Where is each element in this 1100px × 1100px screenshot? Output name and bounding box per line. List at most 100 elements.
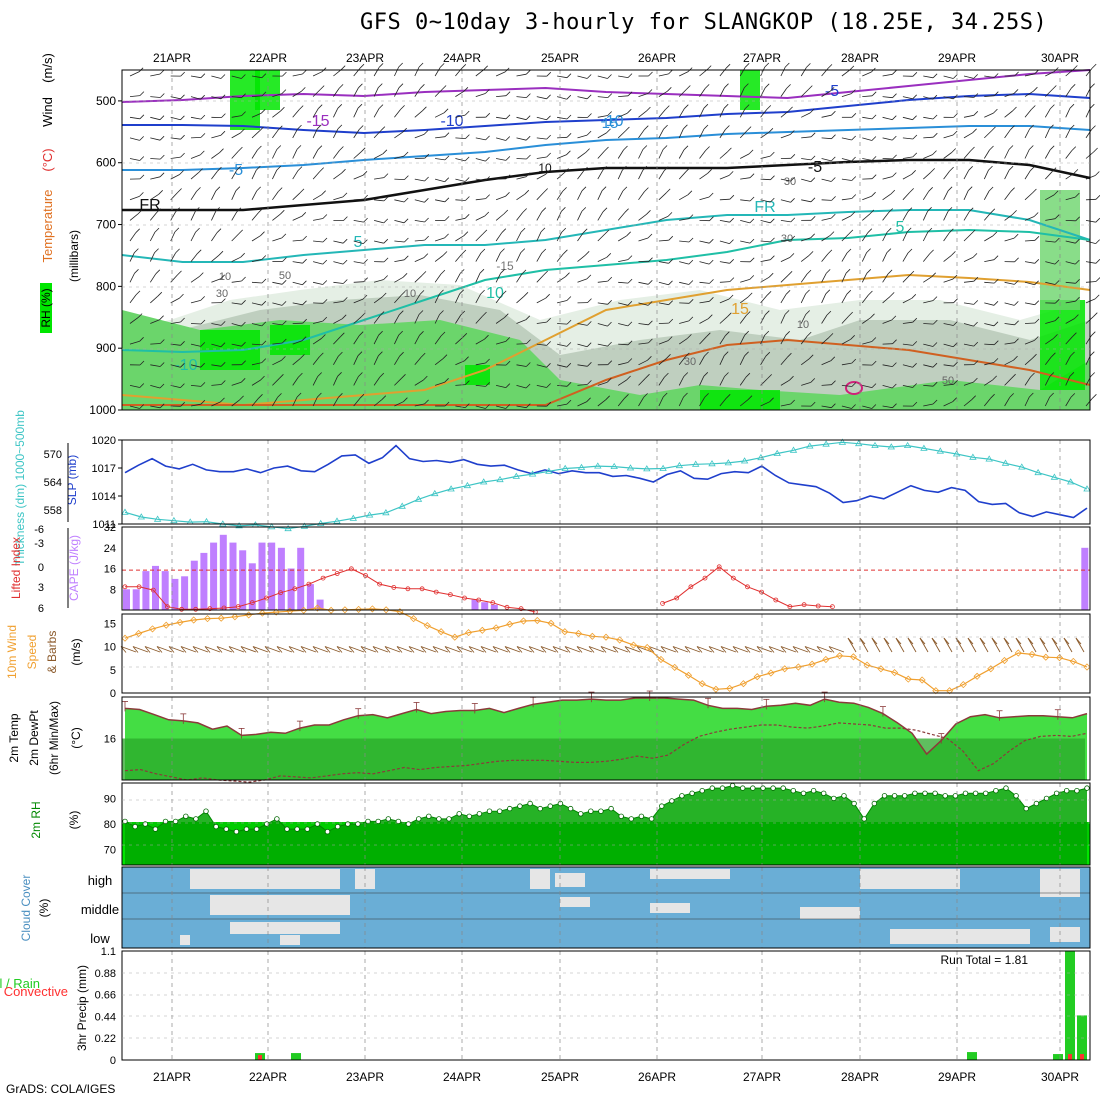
chart-title: GFS 0~10day 3-hourly for SLANGKOP (18.25… xyxy=(360,10,1048,35)
wind-barb-flag xyxy=(505,174,511,180)
wind-barb xyxy=(313,214,328,221)
wind-barb-flag xyxy=(363,277,368,282)
wind-barb xyxy=(740,257,755,263)
wind-barb xyxy=(577,397,591,407)
wind-barb-shaft xyxy=(353,174,364,180)
wind-barb-10m-shaft xyxy=(300,646,317,653)
wind-barb-10m xyxy=(991,637,1001,653)
wind-barb xyxy=(190,150,205,159)
wind-barb-flag xyxy=(607,360,613,365)
cloud-layer-label: high xyxy=(88,873,113,888)
wind-barb xyxy=(719,194,735,201)
wind-barb-shaft xyxy=(455,253,463,262)
date-label-top: 28APR xyxy=(841,51,879,65)
wind-barb xyxy=(231,146,243,159)
wind-barb xyxy=(1045,237,1060,243)
wind-barb-shaft xyxy=(1085,198,1097,201)
wind-barb xyxy=(719,259,734,264)
wind-barb-flag xyxy=(322,237,328,243)
wind-barb-flag xyxy=(1093,312,1098,317)
wind-barb-10m xyxy=(264,646,281,653)
wind-barb-shaft xyxy=(394,220,405,224)
date-label-bottom: 29APR xyxy=(938,1070,976,1084)
wind-barb xyxy=(353,194,368,201)
wind-barb xyxy=(129,209,143,221)
wind-barb-shaft xyxy=(292,73,303,77)
wind-speed-marker xyxy=(712,685,720,693)
rh-marker xyxy=(932,790,938,796)
wind-barb xyxy=(821,87,835,97)
wind-barb xyxy=(312,145,323,159)
wind-barb-10m xyxy=(612,646,629,653)
wind-barb xyxy=(1004,106,1017,118)
wind-barb-shaft xyxy=(333,376,338,386)
wind-barb-shaft xyxy=(495,232,503,242)
wind-barb-flag xyxy=(932,114,938,120)
wind-barb-flag xyxy=(139,337,144,342)
wind-barb xyxy=(963,253,978,262)
wind-barb-shaft xyxy=(923,364,934,368)
wind-barb-flag xyxy=(158,190,163,195)
wind-barb-shaft xyxy=(231,170,237,180)
wind-barb-flag xyxy=(770,255,775,260)
wind-barb-10m-shaft xyxy=(432,646,449,653)
wind-speed-marker xyxy=(1083,663,1091,671)
wind-barb-shaft xyxy=(211,75,222,79)
wind-barb-shaft xyxy=(800,67,807,77)
rh-marker xyxy=(405,821,412,827)
axis-label-wind-unit-10m: (m/s) xyxy=(69,638,83,665)
wind-barb xyxy=(292,145,302,159)
wind-barb xyxy=(292,188,305,201)
rh-marker xyxy=(891,793,898,799)
wind-tick-label: 5 xyxy=(110,665,116,677)
wind-barb xyxy=(475,268,485,283)
wind-barb xyxy=(455,333,468,345)
wind-barb-shaft xyxy=(536,385,547,388)
wind-barb-shaft xyxy=(414,379,424,386)
wind-barb xyxy=(678,334,692,345)
thickness-marker xyxy=(594,462,602,469)
wind-barb xyxy=(841,176,857,181)
wind-barb-flag xyxy=(282,338,287,344)
wind-barb-10m xyxy=(504,646,521,653)
wind-barb xyxy=(150,403,165,409)
wind-barb-flag xyxy=(668,300,673,305)
wind-barb xyxy=(414,331,424,345)
wind-barb-shaft xyxy=(333,69,342,77)
wind-barb-shaft xyxy=(394,355,400,366)
wind-barb xyxy=(333,216,348,221)
wind-barb-flag xyxy=(465,403,470,408)
wind-barb xyxy=(272,233,287,242)
wind-barb-flag xyxy=(240,252,245,258)
panel-frame-wind xyxy=(121,613,1091,694)
wind-barb-shaft xyxy=(597,381,608,386)
wind-barb-flag xyxy=(607,321,612,327)
wind-barb-flag xyxy=(744,83,749,88)
wind-barb-shaft xyxy=(150,116,161,121)
wind-barb-flag xyxy=(606,128,611,134)
temperature-contour-loop xyxy=(845,381,863,395)
wind-barb-shaft xyxy=(312,356,320,366)
wind-barb xyxy=(577,207,587,221)
wind-barb-flag xyxy=(768,272,774,278)
wind-barb xyxy=(150,315,164,324)
wind-barb-10m-flag xyxy=(216,646,223,653)
wind-barb xyxy=(292,354,305,366)
wind-barb-flag xyxy=(343,297,348,302)
wind-barb xyxy=(801,132,816,139)
wind-barb-shaft xyxy=(1024,281,1035,286)
wind-barb-shaft xyxy=(943,190,949,200)
wind-barb-flag xyxy=(870,313,875,319)
wind-barb-10m-flag xyxy=(1015,637,1022,645)
wind-barb-shaft xyxy=(923,385,934,387)
wind-barb-10m xyxy=(528,646,545,653)
text-layer: 21APR21APR22APR22APR23APR23APR24APR24APR… xyxy=(0,51,1079,1084)
cloud-layer-label: low xyxy=(90,931,110,946)
wind-barb-flag xyxy=(729,259,734,264)
wind-barb-10m-shaft xyxy=(372,646,389,653)
wind-barb-shaft xyxy=(211,278,221,283)
wind-barb-flag xyxy=(886,248,892,253)
wind-barb-shaft xyxy=(617,149,624,159)
wind-barb-shaft xyxy=(984,281,995,284)
